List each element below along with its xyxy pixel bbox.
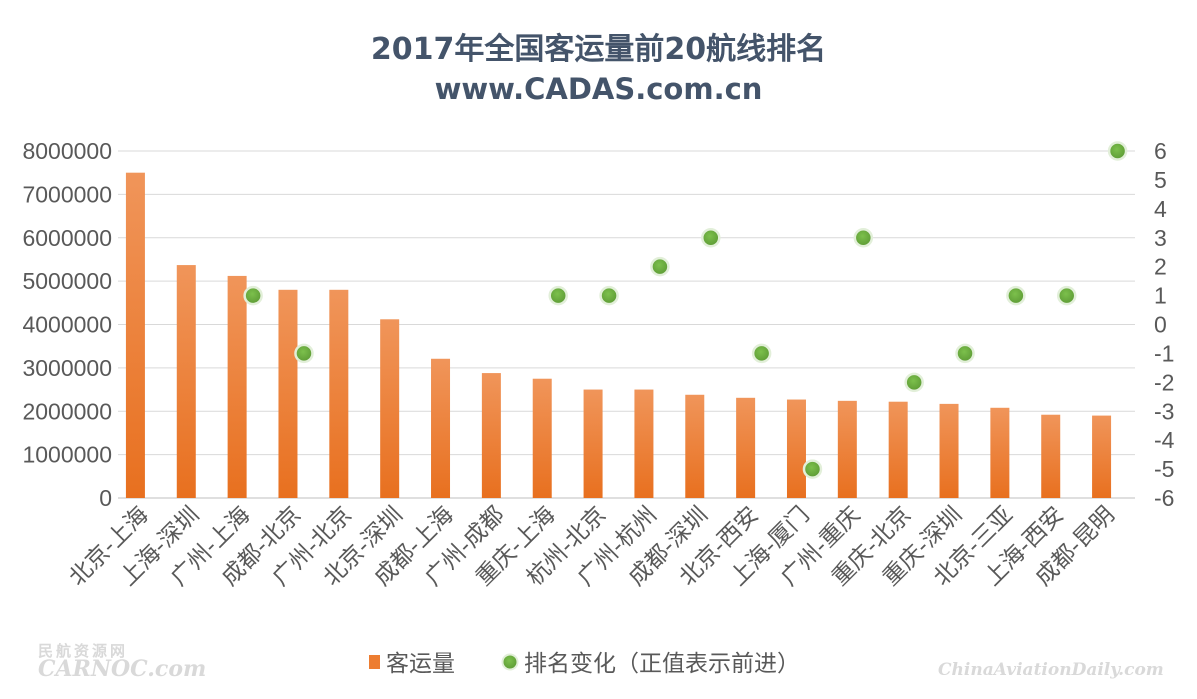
point-rank-change <box>1107 141 1128 161</box>
bar-passenger-volume <box>1092 415 1112 498</box>
chart-subtitle: www.CADAS.com.cn <box>434 72 763 106</box>
watermark-carnoc: CARNOC.com <box>38 656 207 682</box>
point-rank-change <box>955 343 975 364</box>
legend-bar-swatch <box>369 655 380 669</box>
y-left-tick-label: 8000000 <box>22 138 112 164</box>
bar-passenger-volume <box>837 400 857 498</box>
bar-passenger-volume <box>1041 414 1061 498</box>
y-left-tick-label: 6000000 <box>22 225 112 251</box>
y-left-tick-label: 0 <box>99 485 112 511</box>
point-rank-change <box>1056 285 1077 306</box>
point-rank-change <box>650 256 670 277</box>
point-rank-change <box>904 372 924 393</box>
y-left-tick-label: 2000000 <box>22 398 112 424</box>
point-rank-change <box>243 285 263 306</box>
y-right-tick-label: -1 <box>1154 340 1174 366</box>
chart-title: 2017年全国客运量前20航线排名 <box>370 32 827 67</box>
y-right-tick-label: 4 <box>1154 196 1167 222</box>
bar-passenger-volume <box>634 389 654 498</box>
y-left-tick-label: 7000000 <box>22 181 112 207</box>
point-rank-change <box>599 285 619 306</box>
bar-passenger-volume <box>125 172 145 498</box>
bar-passenger-volume <box>227 275 247 498</box>
y-right-tick-label: -6 <box>1154 485 1174 511</box>
bar-passenger-volume <box>990 407 1010 498</box>
y-right-tick-label: 5 <box>1154 167 1167 193</box>
point-rank-change <box>1006 285 1026 306</box>
bar-passenger-volume <box>532 378 552 498</box>
y-left-tick-label: 1000000 <box>22 442 112 468</box>
bar-passenger-volume <box>888 401 908 498</box>
bar-passenger-volume <box>481 373 501 498</box>
point-rank-change <box>802 459 823 479</box>
y-right-tick-label: -3 <box>1154 398 1174 424</box>
bar-passenger-volume <box>736 397 756 498</box>
y-right-tick-label: 1 <box>1154 283 1167 309</box>
y-right-tick-label: 2 <box>1154 254 1167 280</box>
y-right-tick-label: -5 <box>1154 456 1174 482</box>
bar-passenger-volume <box>278 289 298 498</box>
point-rank-change <box>853 228 874 248</box>
bar-passenger-volume <box>786 399 806 498</box>
bar-passenger-volume <box>329 289 349 498</box>
watermark-carnoc-cn: 民航资源网 <box>38 642 129 660</box>
bar-passenger-volume <box>583 389 603 498</box>
bar-passenger-volume <box>176 265 196 498</box>
bar-passenger-volume <box>939 403 959 498</box>
watermark-chinaaviationdaily: ChinaAviationDaily.com <box>938 660 1164 680</box>
y-left-tick-label: 5000000 <box>22 268 112 294</box>
bar-passenger-volume <box>685 394 705 498</box>
y-right-tick-label: 3 <box>1154 225 1167 251</box>
bar-passenger-volume <box>431 358 451 498</box>
bar-passenger-volume <box>380 319 400 498</box>
y-right-tick-label: -2 <box>1154 369 1174 395</box>
y-right-tick-label: 0 <box>1154 312 1167 338</box>
point-rank-change <box>751 343 772 364</box>
legend-dot-label: 排名变化（正值表示前进） <box>524 651 800 677</box>
point-rank-change <box>548 285 568 306</box>
y-left-tick-label: 3000000 <box>22 355 112 381</box>
legend-bar-label: 客运量 <box>386 651 455 677</box>
point-rank-change <box>701 228 721 248</box>
y-left-tick-label: 4000000 <box>22 312 112 338</box>
y-right-tick-label: -4 <box>1154 427 1175 453</box>
y-right-tick-label: 6 <box>1154 138 1167 164</box>
point-rank-change <box>294 343 314 364</box>
legend-dot-swatch <box>501 653 519 671</box>
